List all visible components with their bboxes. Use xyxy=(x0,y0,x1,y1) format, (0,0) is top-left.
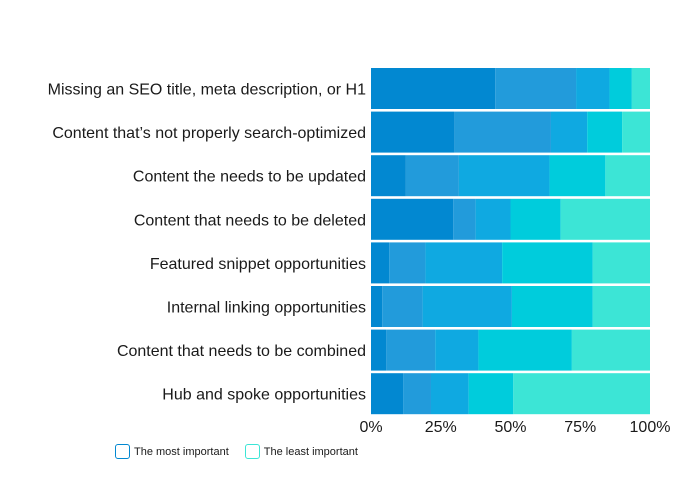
bar-segment-row-4-level-4 xyxy=(510,198,561,240)
legend-label-least-important: The least important xyxy=(263,445,358,458)
category-label-8: Hub and spoke opportunities xyxy=(162,387,366,404)
category-label-5: Featured snippet opportunities xyxy=(150,256,366,273)
bar-segment-row-1-level-5 xyxy=(631,68,650,109)
category-label-3: Content the needs to be updated xyxy=(133,169,366,186)
legend-swatch-least-important xyxy=(244,444,260,459)
category-labels: Missing an SEO title, meta description, … xyxy=(48,82,366,404)
bar-segment-row-2-level-5 xyxy=(622,111,650,153)
category-label-2: Content that’s not properly search-optim… xyxy=(52,125,366,142)
bar-segment-row-5-level-4 xyxy=(502,242,593,284)
bars-group xyxy=(371,68,650,415)
bar-segment-row-7-level-3 xyxy=(435,329,479,371)
bar-segment-row-1-level-4 xyxy=(609,68,632,109)
x-tick-label-2: 25% xyxy=(425,419,457,436)
x-tick-label-5: 100% xyxy=(630,419,671,436)
bar-segment-row-2-level-4 xyxy=(587,111,623,153)
bar-segment-row-3-level-3 xyxy=(458,155,550,197)
bar-segment-row-3-level-5 xyxy=(605,155,650,197)
bar-segment-row-7-level-4 xyxy=(478,329,572,371)
bar-segment-row-8-level-5 xyxy=(513,373,650,415)
category-label-6: Internal linking opportunities xyxy=(167,300,366,317)
legend-item-least-important: The least important xyxy=(244,444,358,459)
bar-segment-row-7-level-2 xyxy=(386,329,436,371)
x-axis-ticks: 0% 25% 50% 75% 100% xyxy=(359,419,670,436)
bar-segment-row-1-level-1 xyxy=(371,68,496,109)
category-label-1: Missing an SEO title, meta description, … xyxy=(48,82,366,99)
bar-segment-row-4-level-1 xyxy=(371,198,454,240)
bar-segment-row-2-level-2 xyxy=(454,111,551,153)
legend-label-most-important: The most important xyxy=(134,445,229,458)
bar-segment-row-1-level-2 xyxy=(495,68,577,109)
bar-segment-row-3-level-2 xyxy=(405,155,459,197)
bar-segment-row-8-level-2 xyxy=(403,373,431,415)
bar-segment-row-4-level-5 xyxy=(560,198,650,240)
bar-segment-row-4-level-2 xyxy=(453,198,476,240)
bar-segment-row-3-level-4 xyxy=(549,155,606,197)
category-label-7: Content that needs to be combined xyxy=(117,343,366,360)
bar-segment-row-3-level-1 xyxy=(371,155,406,197)
bar-segment-row-6-level-2 xyxy=(382,286,423,327)
bar-segment-row-2-level-3 xyxy=(550,111,588,153)
bar-segment-row-6-level-1 xyxy=(371,286,383,327)
bar-segment-row-2-level-1 xyxy=(371,111,455,153)
category-label-4: Content that needs to be deleted xyxy=(134,212,366,229)
bar-segment-row-5-level-2 xyxy=(389,242,426,284)
bar-segment-row-5-level-5 xyxy=(592,242,650,284)
legend-item-most-important: The most important xyxy=(115,444,229,459)
bar-segment-row-6-level-4 xyxy=(511,286,593,327)
bar-segment-row-8-level-4 xyxy=(468,373,514,415)
bar-segment-row-5-level-1 xyxy=(371,242,390,284)
bar-segment-row-5-level-3 xyxy=(425,242,503,284)
bar-segment-row-6-level-3 xyxy=(422,286,512,327)
bar-segment-row-8-level-1 xyxy=(371,373,404,415)
x-tick-label-3: 50% xyxy=(494,419,526,436)
bar-segment-row-7-level-5 xyxy=(571,329,650,371)
legend-swatch-most-important xyxy=(115,444,130,459)
bar-segment-row-6-level-5 xyxy=(592,286,650,327)
bar-segment-row-4-level-3 xyxy=(475,198,511,240)
bar-segment-row-1-level-3 xyxy=(576,68,610,109)
x-tick-label-4: 75% xyxy=(564,419,596,436)
bar-segment-row-8-level-3 xyxy=(430,373,469,415)
bar-segment-row-7-level-1 xyxy=(371,329,387,371)
legend: The most important The least important xyxy=(115,444,358,459)
x-tick-label-1: 0% xyxy=(359,419,382,436)
